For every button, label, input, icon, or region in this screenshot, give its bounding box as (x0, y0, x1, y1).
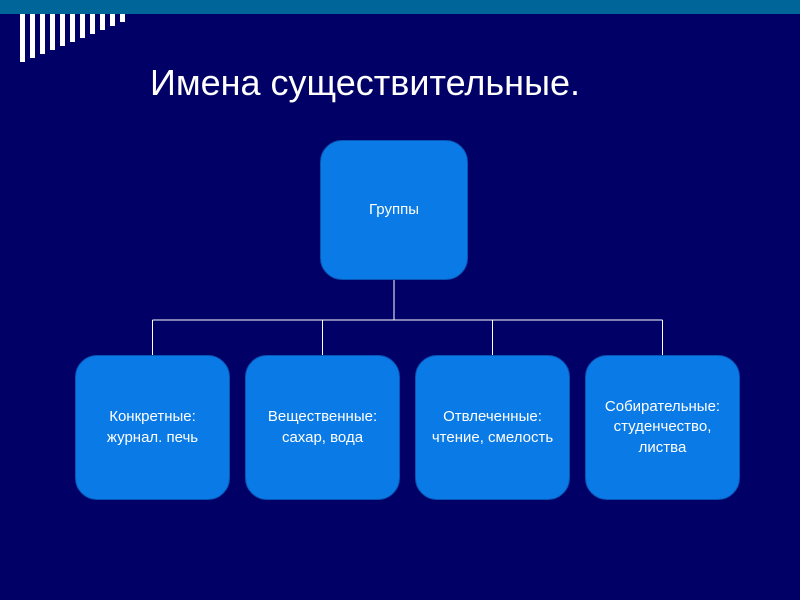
tree-child-node: Конкретные: журнал. печь (75, 355, 230, 500)
tree-child-label: Собирательные: студенчество, листва (594, 397, 731, 458)
decorative-stripes (20, 14, 125, 62)
tree-child-node: Отвлеченные: чтение, смелость (415, 355, 570, 500)
tree-child-label: Конкретные: журнал. печь (84, 407, 221, 448)
tree-root-label: Группы (369, 200, 419, 220)
tree-child-label: Вещественные: сахар, вода (254, 407, 391, 448)
tree-child-node: Собирательные: студенчество, листва (585, 355, 740, 500)
tree-root-node: Группы (320, 140, 468, 280)
slide-title: Имена существительные. (150, 62, 580, 104)
top-bar (0, 0, 800, 14)
tree-child-label: Отвлеченные: чтение, смелость (424, 407, 561, 448)
tree-child-node: Вещественные: сахар, вода (245, 355, 400, 500)
slide: Имена существительные. Группы Конкретные… (0, 0, 800, 600)
